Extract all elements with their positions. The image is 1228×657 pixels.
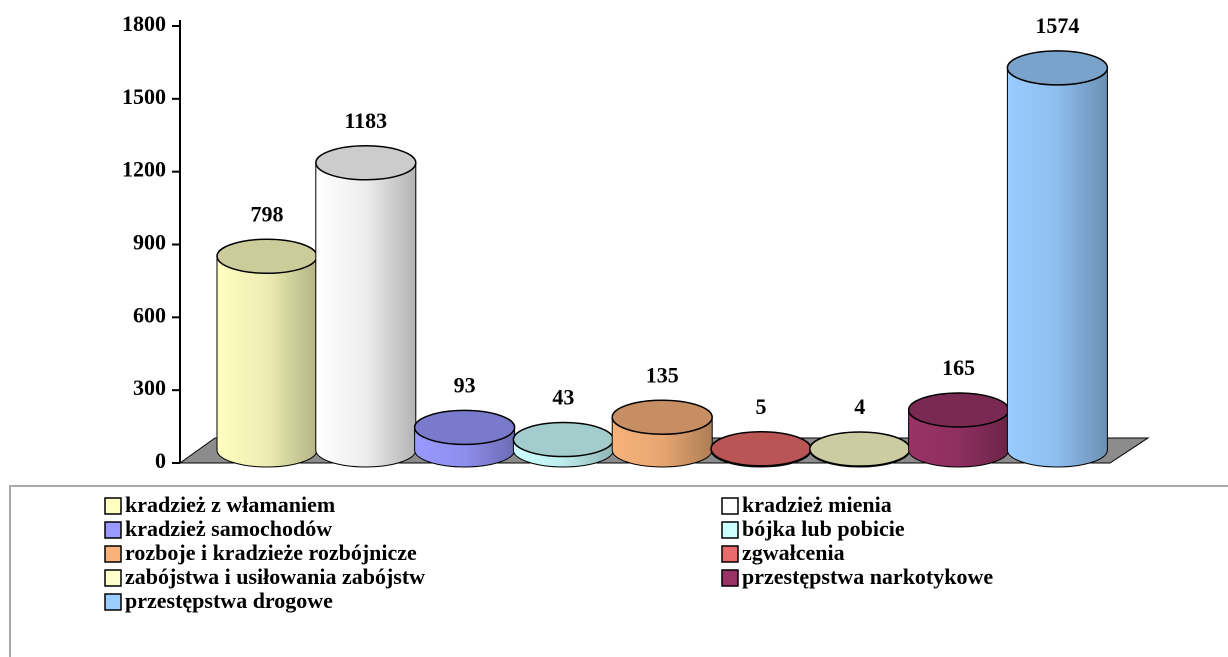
data-label: 135 <box>646 362 679 387</box>
legend-label: zgwałcenia <box>742 540 845 565</box>
y-tick-label: 1200 <box>122 157 166 182</box>
y-tick-label: 0 <box>155 448 166 473</box>
data-label: 93 <box>454 372 476 397</box>
legend-swatch <box>721 569 739 587</box>
y-tick-label: 300 <box>133 375 166 400</box>
legend-swatch <box>104 569 122 587</box>
y-tick-label: 1800 <box>122 11 166 36</box>
bar-top <box>611 399 713 435</box>
data-label: 1574 <box>1035 13 1079 38</box>
legend-label: kradzież samochodów <box>125 516 332 541</box>
legend-swatch <box>721 545 739 563</box>
bar <box>315 162 417 468</box>
data-label: 1183 <box>344 108 387 133</box>
bar-top <box>512 421 615 458</box>
bar-top <box>710 431 812 467</box>
legend-swatch <box>104 497 122 515</box>
y-tick-label: 1500 <box>122 84 166 109</box>
legend-swatch <box>104 545 122 563</box>
bar-top <box>1006 50 1109 86</box>
bar-top <box>216 238 318 275</box>
bar-top <box>413 409 516 446</box>
legend-label: przestępstwa drogowe <box>125 588 333 613</box>
legend-label: przestępstwa narkotykowe <box>742 564 993 589</box>
data-label: 4 <box>854 394 865 419</box>
data-label: 5 <box>756 394 767 419</box>
legend-box <box>9 485 1228 657</box>
bar-top <box>315 145 417 181</box>
legend-label: bójka lub pobicie <box>742 516 905 541</box>
bar-top <box>907 392 1010 428</box>
legend-label: rozboje i kradzieże rozbójnicze <box>125 540 417 565</box>
data-label: 165 <box>942 355 975 380</box>
y-tick-label: 900 <box>133 230 166 255</box>
bar <box>1006 67 1108 468</box>
legend-swatch <box>104 521 122 539</box>
legend-label: zabójstwa i usiłowania zabójstw <box>125 564 425 589</box>
data-label: 43 <box>552 385 574 410</box>
legend-swatch <box>104 593 122 611</box>
bar-top <box>809 431 911 467</box>
legend-swatch <box>721 521 739 539</box>
legend-swatch <box>721 497 739 515</box>
legend-label: kradzież mienia <box>742 492 892 517</box>
y-tick-label: 600 <box>133 302 166 327</box>
data-label: 798 <box>251 201 284 226</box>
legend-label: kradzież z włamaniem <box>125 492 335 517</box>
bar <box>216 255 318 468</box>
